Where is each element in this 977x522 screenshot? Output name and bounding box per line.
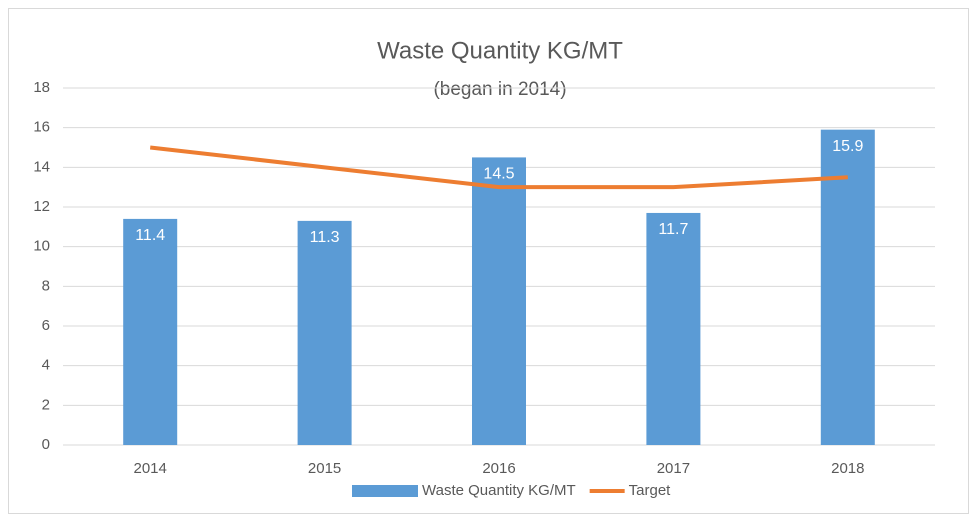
x-tick-label: 2015 [308,460,341,477]
y-tick-label: 0 [42,436,50,453]
y-tick-label: 18 [33,79,50,96]
y-tick-label: 4 [42,357,50,374]
chart-title: Waste Quantity KG/MT [377,37,623,64]
y-tick-label: 16 [33,119,50,136]
data-label: 14.5 [483,166,514,183]
y-tick-label: 6 [42,317,50,334]
data-label: 15.9 [832,138,863,155]
target-line [149,145,848,190]
y-tick-label: 8 [42,277,50,294]
bar [123,218,178,445]
x-tick-label: 2017 [657,460,690,477]
data-label: 11.3 [310,229,340,246]
bar [646,212,701,445]
data-label: 11.4 [135,227,165,244]
y-tick-label: 2 [42,396,50,413]
y-tick-label: 14 [33,158,50,175]
x-tick-label: 2018 [831,460,864,477]
y-tick-label: 10 [33,238,50,255]
x-tick-label: 2016 [482,460,515,477]
y-tick-label: 12 [33,198,50,215]
bar [472,157,526,445]
legend-label: Waste Quantity KG/MT [422,482,576,499]
legend-label: Target [629,482,672,499]
bar [820,129,875,445]
bar [297,220,352,445]
data-label: 11.7 [658,221,688,238]
legend-swatch [352,485,418,497]
x-tick-label: 2014 [134,460,167,477]
chart-subtitle: (began in 2014) [433,79,566,100]
